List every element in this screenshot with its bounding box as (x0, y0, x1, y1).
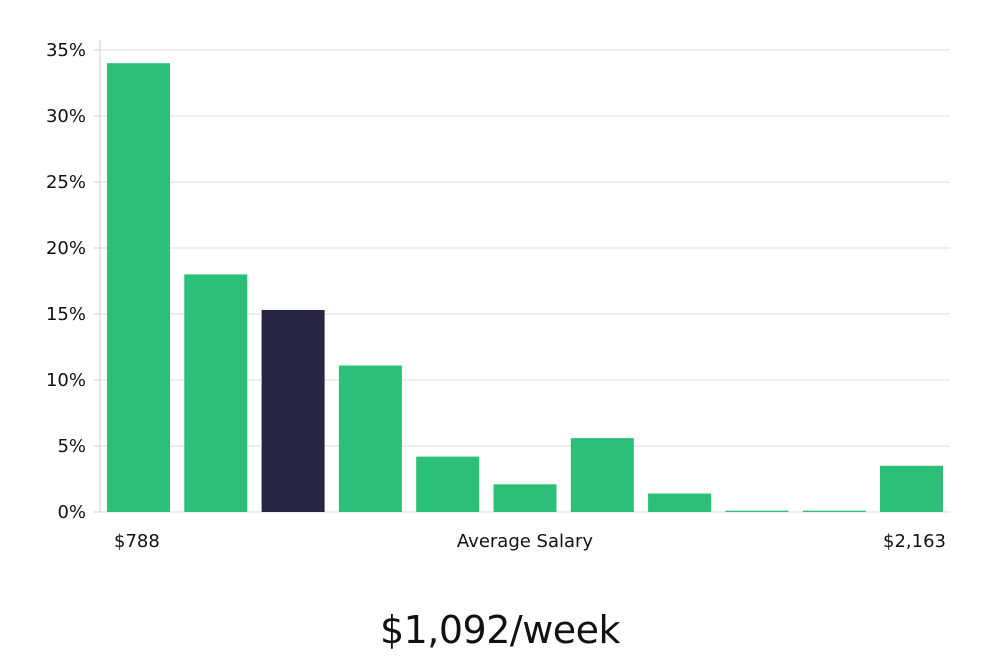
bar (725, 510, 789, 512)
x-axis-title: Average Salary (457, 531, 594, 552)
y-tick-label: 25% (46, 172, 86, 193)
average-salary-readout: $1,092/week (379, 608, 621, 652)
salary-histogram: 0% 5% 10% 15% 20% 25% 30% 35% $788 Average Sala… (46, 40, 950, 552)
bar (107, 63, 170, 512)
x-end-label: $2,163 (883, 531, 946, 552)
bar (493, 484, 557, 512)
y-axis-ticks: 0% 5% 10% 15% 20% 25% 30% 35% (46, 40, 100, 523)
y-tick-label: 5% (57, 436, 86, 457)
bar (880, 465, 943, 512)
bars (107, 63, 943, 512)
bar (184, 274, 248, 512)
y-tick-label: 0% (57, 502, 86, 523)
bar (416, 456, 480, 512)
bar (648, 493, 712, 512)
bar-highlighted (261, 310, 325, 512)
y-tick-label: 35% (46, 40, 86, 61)
bar (570, 438, 634, 512)
y-tick-label: 20% (46, 238, 86, 259)
y-tick-label: 30% (46, 106, 86, 127)
bar (802, 510, 866, 512)
y-tick-label: 15% (46, 304, 86, 325)
bar (338, 365, 402, 512)
y-tick-label: 10% (46, 370, 86, 391)
x-start-label: $788 (114, 531, 160, 552)
